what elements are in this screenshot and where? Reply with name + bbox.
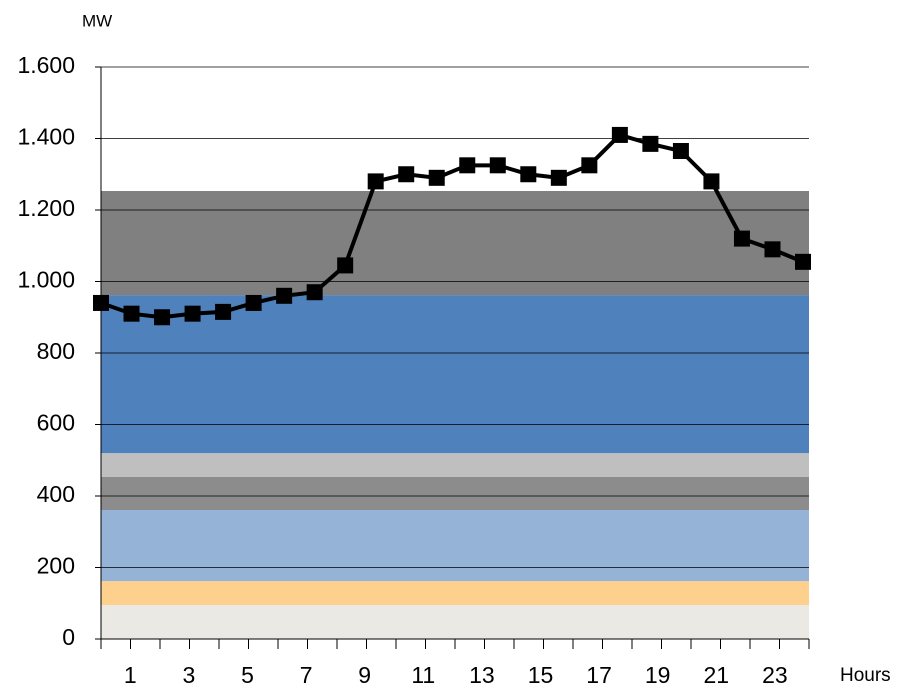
band-area: [101, 295, 809, 454]
y-tick-label: 0: [62, 624, 75, 650]
marker: [550, 169, 567, 186]
x-tick-label: 5: [241, 662, 254, 688]
x-tick-label: 17: [586, 662, 612, 688]
y-tick-label: 600: [37, 410, 75, 436]
band-area: [101, 191, 809, 296]
marker: [703, 173, 720, 190]
y-tick-label: 200: [37, 553, 75, 579]
marker: [795, 253, 811, 270]
marker: [184, 305, 201, 322]
marker: [306, 284, 323, 301]
y-tick-label: 1.000: [17, 267, 75, 293]
marker: [672, 143, 689, 160]
x-tick-label: 19: [645, 662, 671, 688]
x-tick-label: 11: [411, 662, 435, 688]
y-axis-label: MW: [82, 11, 112, 30]
marker: [642, 135, 659, 152]
x-tick-label: 1: [124, 662, 137, 688]
x-tick-label: 7: [300, 662, 313, 688]
x-tick-label: 15: [528, 662, 554, 688]
y-tick-label: 400: [37, 481, 75, 507]
marker: [520, 166, 537, 183]
band-area: [101, 605, 809, 639]
x-axis-label: Hours: [840, 665, 891, 686]
marker: [581, 157, 598, 174]
marker: [611, 126, 628, 143]
x-tick-label: 21: [704, 662, 730, 688]
y-tick-label: 1.600: [17, 52, 75, 78]
marker: [428, 169, 445, 186]
x-tick-label: 23: [762, 662, 788, 688]
marker: [123, 305, 140, 322]
x-tick-label: 9: [358, 662, 371, 688]
x-tick-label: 13: [469, 662, 495, 688]
y-tick-label: 800: [37, 338, 75, 364]
marker: [93, 294, 109, 311]
band-area: [101, 477, 809, 510]
marker: [215, 303, 232, 320]
marker: [154, 309, 171, 326]
band-area: [101, 509, 809, 582]
marker: [459, 157, 476, 174]
marker: [245, 294, 262, 311]
marker: [398, 166, 415, 183]
marker: [489, 157, 506, 174]
marker: [367, 173, 384, 190]
marker: [764, 241, 781, 258]
marker: [276, 287, 293, 304]
x-tick-label: 3: [183, 662, 196, 688]
y-tick-label: 1.200: [17, 195, 75, 221]
band-area: [101, 581, 809, 606]
marker: [733, 230, 750, 247]
band-area: [101, 453, 809, 478]
marker: [337, 257, 354, 274]
y-tick-label: 1.400: [17, 124, 75, 150]
